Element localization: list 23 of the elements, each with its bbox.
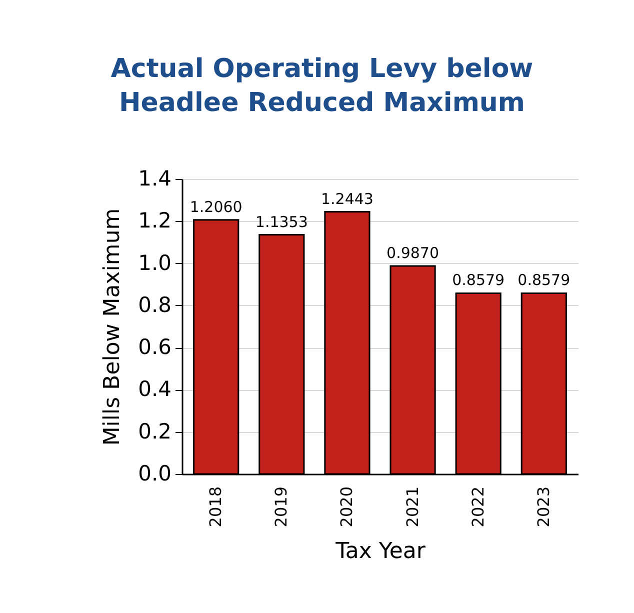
data-label: 0.8579 xyxy=(518,271,570,290)
x-tick-label: 2019 xyxy=(272,486,291,528)
y-tick-label: 0.4 xyxy=(138,377,172,402)
y-tick-label: 1.2 xyxy=(138,208,172,233)
x-axis-title: Tax Year xyxy=(334,539,426,564)
x-tick-label: 2022 xyxy=(468,486,488,528)
x-tick-label: 2023 xyxy=(534,486,553,528)
y-axis-title: Mills Below Maximum xyxy=(100,208,126,446)
y-tick-label: 1.4 xyxy=(138,166,172,190)
x-tick-label: 2020 xyxy=(337,486,356,528)
chart-title: Actual Operating Levy below Headlee Reduced Maximum xyxy=(110,54,534,118)
y-tick-label: 0.2 xyxy=(138,419,172,444)
x-tick-label: 2018 xyxy=(206,486,226,528)
y-tick-label: 0.0 xyxy=(138,462,172,486)
x-tick-label: 2021 xyxy=(402,486,422,528)
data-label: 1.1353 xyxy=(255,212,308,231)
y-tick-label: 0.6 xyxy=(138,335,172,360)
data-label: 0.9870 xyxy=(386,244,440,262)
data-label: 0.8579 xyxy=(452,271,505,290)
y-tick-label: 1.0 xyxy=(138,250,172,275)
data-label: 1.2443 xyxy=(320,190,374,208)
data-label: 1.2060 xyxy=(190,198,242,216)
y-tick-label: 0.8 xyxy=(138,292,172,317)
